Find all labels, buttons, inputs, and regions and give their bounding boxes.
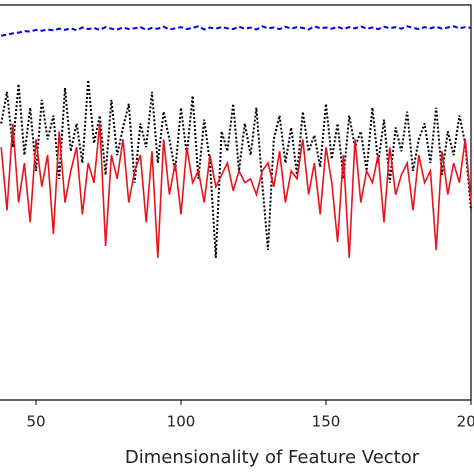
x-tick-label: 50 bbox=[26, 413, 45, 431]
line-series bbox=[0, 123, 472, 258]
plot-frame bbox=[0, 4, 472, 401]
line-series bbox=[0, 25, 472, 37]
x-tick-label: 150 bbox=[312, 413, 341, 431]
x-tick-label: 100 bbox=[167, 413, 196, 431]
line-series bbox=[0, 79, 472, 258]
x-tick-label: 200 bbox=[457, 413, 474, 431]
x-axis-label: Dimensionality of Feature Vector bbox=[125, 447, 420, 468]
